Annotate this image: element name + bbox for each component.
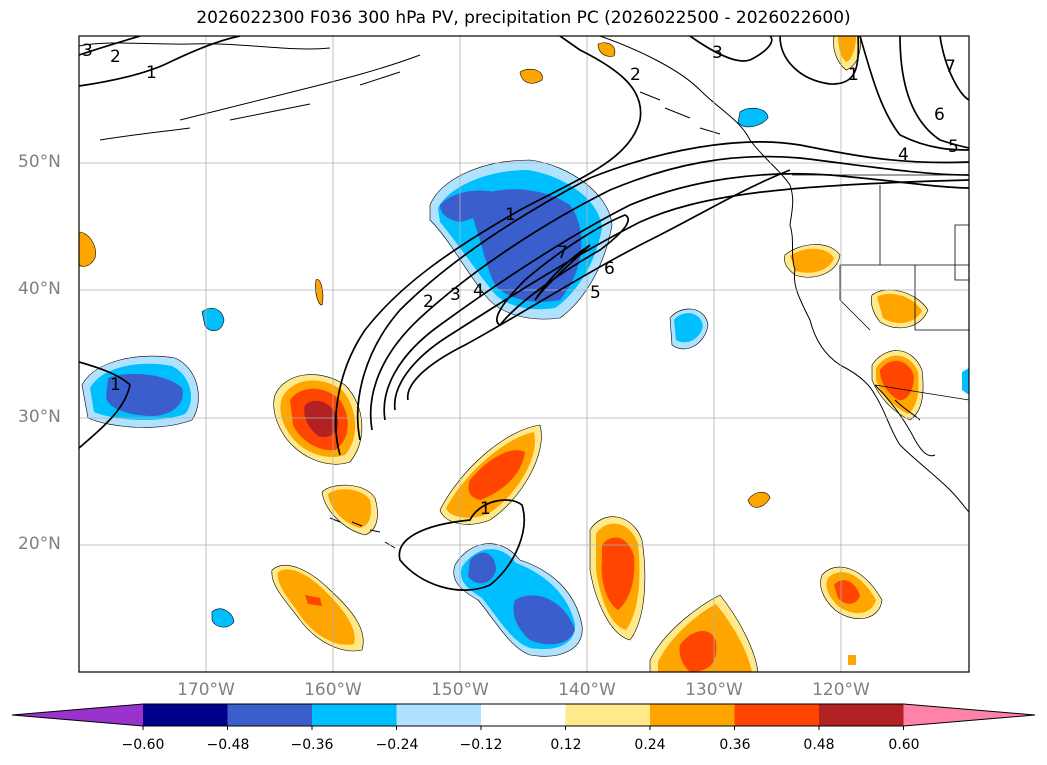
alaska-aleutians bbox=[79, 42, 421, 141]
pv-contour-1-south bbox=[398, 499, 525, 591]
colorbar-segment bbox=[227, 704, 313, 726]
neg-blob-small-4 bbox=[737, 107, 769, 128]
neg-blob-small-3 bbox=[211, 608, 235, 628]
lon-label-170w: 170°W bbox=[177, 680, 235, 700]
contour-label: 1 bbox=[146, 63, 157, 83]
lat-label-40n: 40°N bbox=[18, 279, 61, 299]
pv-contour-3-main bbox=[369, 155, 969, 431]
hawaii-islands bbox=[329, 517, 396, 549]
map-plot-area: 3 2 1 3 2 1 1 2 3 4 7 6 5 1 1 7 6 5 4 bbox=[79, 36, 969, 672]
lon-label-120w: 120°W bbox=[812, 680, 870, 700]
colorbar-tick-label: 0.36 bbox=[719, 737, 751, 753]
colorbar-tick-label: −0.36 bbox=[290, 737, 334, 753]
contour-label: 4 bbox=[473, 281, 484, 301]
colorbar-segment bbox=[734, 704, 820, 726]
colorbar-tick-label: 0.60 bbox=[888, 737, 920, 753]
map-frame bbox=[78, 35, 970, 673]
colorbar-tick-label: 0.24 bbox=[634, 737, 666, 753]
colorbar-segment bbox=[481, 704, 566, 726]
colorbar-extend-high bbox=[903, 704, 1035, 726]
lat-label-50n: 50°N bbox=[18, 152, 61, 172]
lon-label-140w: 140°W bbox=[558, 680, 616, 700]
contour-label: 6 bbox=[934, 105, 945, 125]
contour-label: 2 bbox=[110, 47, 121, 67]
colorbar bbox=[11, 703, 1036, 730]
baja-peninsula bbox=[874, 384, 936, 457]
colorbar-segment bbox=[650, 704, 735, 726]
colorbar-segment bbox=[565, 704, 651, 726]
gridlines bbox=[79, 36, 969, 672]
map-title: 2026022300 F036 300 hPa PV, precipitatio… bbox=[196, 8, 851, 28]
contour-label: 3 bbox=[712, 43, 723, 63]
neg-blob-small-2 bbox=[201, 307, 225, 332]
lon-label-130w: 130°W bbox=[685, 680, 743, 700]
contour-label: 1 bbox=[505, 205, 516, 225]
colorbar-tick-label: 0.12 bbox=[550, 737, 582, 753]
precip-positive-anomalies bbox=[79, 36, 929, 672]
pv-contour-2-main bbox=[356, 141, 969, 441]
pv-contour-2-north bbox=[79, 36, 141, 56]
contour-label: 5 bbox=[948, 137, 959, 157]
pv-contour-1-west bbox=[79, 361, 131, 449]
alaska-panhandle bbox=[599, 36, 794, 226]
contour-label: 2 bbox=[423, 292, 434, 312]
contour-label: 5 bbox=[590, 283, 601, 303]
colorbar-tick-label: −0.24 bbox=[375, 737, 419, 753]
colorbar-segment bbox=[143, 704, 228, 726]
pv-contour-ne-loops bbox=[779, 36, 969, 151]
colorbar-segment bbox=[819, 704, 904, 726]
contour-label: 1 bbox=[110, 375, 121, 395]
colorbar-segment bbox=[312, 704, 397, 726]
pv-contour-1-north bbox=[79, 36, 241, 87]
pv-contour-5-main bbox=[393, 179, 969, 411]
colorbar-tick-label: −0.60 bbox=[121, 737, 165, 753]
contour-label: 4 bbox=[898, 145, 909, 165]
us-mexico-border bbox=[874, 384, 969, 401]
pv-contour-6-main bbox=[406, 169, 791, 401]
pv-contours bbox=[79, 36, 969, 591]
contour-label: 2 bbox=[630, 65, 641, 85]
lat-label-20n: 20°N bbox=[18, 534, 61, 554]
contour-label: 1 bbox=[480, 499, 491, 519]
pv-contour-1-main bbox=[335, 36, 642, 456]
contour-label: 3 bbox=[82, 41, 93, 61]
contour-label: 3 bbox=[450, 285, 461, 305]
colorbar-tick-label: 0.48 bbox=[803, 737, 835, 753]
pos-blob-far-west bbox=[79, 231, 96, 267]
state-lines bbox=[839, 185, 969, 331]
lon-label-150w: 150°W bbox=[431, 680, 489, 700]
coastlines bbox=[79, 36, 969, 549]
pv-contour-inner-7 bbox=[534, 244, 591, 301]
contour-label: 6 bbox=[604, 259, 615, 279]
contour-labels: 3 2 1 3 2 1 1 2 3 4 7 6 5 1 1 7 6 5 4 bbox=[82, 41, 959, 519]
west-coast bbox=[789, 224, 969, 513]
colorbar-tick-label: −0.12 bbox=[459, 737, 503, 753]
bc-islands bbox=[639, 91, 721, 135]
lon-label-160w: 160°W bbox=[304, 680, 362, 700]
contour-label: 7 bbox=[945, 57, 956, 77]
contour-label: 1 bbox=[848, 65, 859, 85]
colorbar-segment bbox=[396, 704, 482, 726]
contour-label: 7 bbox=[557, 243, 568, 263]
colorbar-tick-label: −0.48 bbox=[206, 737, 250, 753]
pv-contour-4-main bbox=[383, 172, 969, 421]
colorbar-extend-low bbox=[12, 704, 143, 726]
lat-label-30n: 30°N bbox=[18, 407, 61, 427]
